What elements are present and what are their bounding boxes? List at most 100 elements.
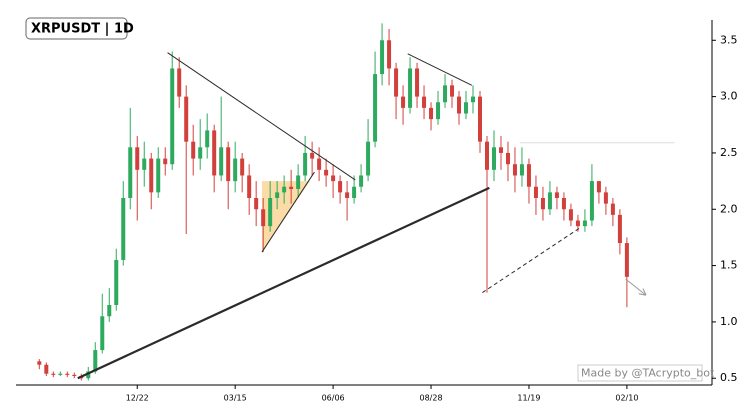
x-tick-label: 02/10 bbox=[615, 394, 638, 403]
y-tick-label: 2.5 bbox=[720, 146, 738, 159]
candle-body bbox=[415, 68, 420, 97]
candle-body bbox=[575, 220, 580, 227]
candle-body bbox=[198, 147, 203, 159]
candle-body bbox=[498, 147, 503, 153]
trendline bbox=[482, 227, 580, 294]
x-tick-label: 06/06 bbox=[322, 394, 345, 403]
candle-body bbox=[478, 96, 482, 142]
candle-body bbox=[422, 96, 427, 108]
candle-body bbox=[261, 209, 266, 227]
candle-body bbox=[100, 316, 105, 351]
candle-body bbox=[582, 220, 587, 227]
candle-body bbox=[226, 147, 231, 182]
candle-body bbox=[624, 243, 629, 277]
candle-body bbox=[373, 74, 378, 142]
candle-body bbox=[526, 164, 531, 187]
candle-body bbox=[387, 40, 392, 69]
candle-body bbox=[436, 102, 441, 120]
candle-body bbox=[617, 214, 622, 244]
candle-body bbox=[296, 175, 301, 189]
candle-body bbox=[366, 141, 371, 176]
candle-body bbox=[380, 40, 385, 75]
candle-body bbox=[450, 85, 455, 97]
candle-body bbox=[345, 192, 350, 198]
candle-body bbox=[317, 158, 322, 170]
candle-body bbox=[247, 175, 252, 198]
candle-body bbox=[533, 186, 538, 198]
candle-body bbox=[37, 361, 42, 365]
candle-body bbox=[135, 147, 140, 170]
candle-body bbox=[86, 371, 91, 379]
candle-body bbox=[464, 102, 469, 114]
candle-body bbox=[233, 158, 238, 182]
candle-body bbox=[93, 350, 98, 372]
candle-body bbox=[429, 107, 434, 120]
candle-body bbox=[603, 192, 608, 204]
candle-body bbox=[540, 197, 545, 210]
x-tick-label: 12/22 bbox=[126, 394, 149, 403]
candle-body bbox=[72, 374, 77, 376]
candle-body bbox=[114, 259, 119, 306]
candle-body bbox=[142, 158, 147, 170]
candle-body bbox=[205, 130, 210, 148]
trendline bbox=[407, 53, 473, 86]
candle-body bbox=[303, 152, 308, 176]
candle-body bbox=[491, 147, 496, 170]
candle-body bbox=[352, 186, 357, 198]
candle-body bbox=[44, 364, 49, 374]
candle-body bbox=[58, 373, 63, 375]
trendline bbox=[77, 186, 490, 380]
candle-body bbox=[443, 85, 448, 103]
candle-body bbox=[331, 175, 336, 182]
candle-body bbox=[163, 158, 168, 165]
candle-body bbox=[324, 169, 329, 176]
candle-body bbox=[268, 197, 273, 227]
candle-body bbox=[394, 68, 399, 97]
candle-body bbox=[184, 96, 189, 142]
trendline bbox=[167, 52, 356, 181]
y-tick-label: 3.0 bbox=[720, 90, 738, 103]
candle-body bbox=[401, 96, 406, 108]
chart-title: XRPUSDT | 1D bbox=[31, 22, 134, 37]
candle-body bbox=[282, 186, 287, 193]
candle-body bbox=[51, 373, 56, 375]
y-tick-label: 0.5 bbox=[720, 371, 738, 384]
candle-body bbox=[484, 141, 489, 170]
candle-body bbox=[471, 96, 476, 103]
candle-body bbox=[554, 192, 559, 198]
candle-body bbox=[310, 152, 315, 159]
candle-body bbox=[359, 175, 364, 187]
candle-body bbox=[149, 158, 154, 193]
y-tick-label: 3.5 bbox=[720, 33, 738, 46]
candle-body bbox=[610, 203, 615, 215]
candle-body bbox=[505, 152, 510, 165]
x-tick-label: 03/15 bbox=[224, 394, 247, 403]
trendline bbox=[625, 278, 646, 295]
candle-body bbox=[289, 186, 294, 189]
candle-body bbox=[170, 68, 175, 165]
candle-body bbox=[65, 373, 70, 375]
candle-body bbox=[512, 164, 517, 176]
candle-body bbox=[254, 197, 259, 210]
candle-body bbox=[596, 181, 601, 193]
watermark: Made by @TAcrypto_bot bbox=[581, 367, 715, 380]
candle-body bbox=[589, 181, 594, 221]
candle-body bbox=[212, 130, 217, 176]
x-tick-label: 11/19 bbox=[517, 394, 540, 403]
candle-body bbox=[191, 141, 196, 159]
candle-body bbox=[219, 147, 224, 176]
trendline bbox=[261, 171, 315, 253]
watermark-box bbox=[577, 364, 703, 382]
y-tick-label: 1.5 bbox=[720, 259, 738, 272]
y-tick-label: 1.0 bbox=[720, 315, 738, 328]
candle-body bbox=[240, 158, 245, 176]
candle-body bbox=[275, 192, 280, 198]
candle-body bbox=[156, 158, 161, 193]
y-tick-label: 2.0 bbox=[720, 202, 738, 215]
candle-body bbox=[177, 68, 182, 97]
candle-body bbox=[107, 305, 112, 317]
candle-body bbox=[561, 197, 566, 210]
candle-body bbox=[121, 197, 126, 260]
